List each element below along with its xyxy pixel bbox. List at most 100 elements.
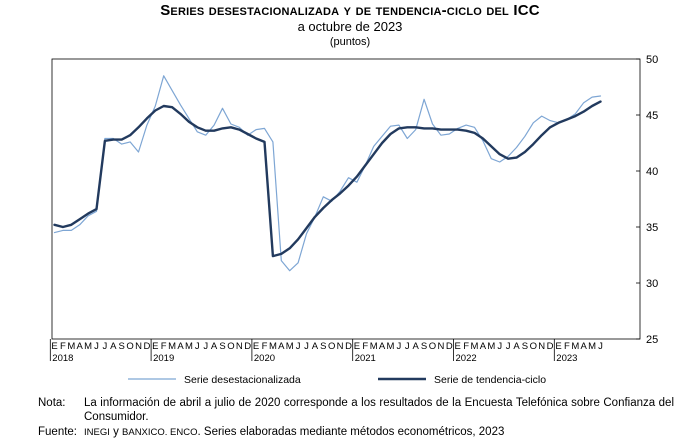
x-month-label: O [530, 341, 537, 352]
x-month-label: A [413, 341, 420, 352]
x-month-label: M [286, 341, 294, 352]
trend-series-line [53, 100, 602, 258]
x-month-label: M [67, 341, 75, 352]
y-tick-label: 40 [646, 166, 658, 178]
x-month-label: O [429, 341, 436, 352]
x-month-label: M [269, 341, 277, 352]
x-month-label: A [278, 341, 285, 352]
x-month-label: D [244, 341, 251, 352]
y-tick-label: 35 [646, 222, 658, 234]
x-month-label: M [571, 341, 579, 352]
chart-subtitle: a octubre de 2023 [297, 19, 403, 34]
x-month-label: A [480, 341, 487, 352]
x-month-label: F [262, 341, 268, 352]
x-month-label: J [296, 341, 301, 352]
x-month-label: S [421, 341, 427, 352]
y-tick-label: 45 [646, 110, 658, 122]
x-month-label: J [506, 341, 511, 352]
x-month-label: D [345, 341, 352, 352]
x-year-label: 2020 [254, 353, 275, 364]
note-text: La información de abril a julio de 2020 … [84, 397, 674, 423]
x-month-label: M [370, 341, 378, 352]
x-month-label: N [437, 341, 444, 352]
x-month-label: M [185, 341, 193, 352]
source-rest: . Series elaboradas mediante métodos eco… [197, 426, 505, 438]
x-year-label: 2019 [153, 353, 174, 364]
x-month-label: A [581, 341, 588, 352]
source-org-banxico: BANXICO. ENCO [122, 427, 198, 438]
x-month-label: E [455, 341, 461, 352]
y-tick-label: 25 [646, 334, 658, 346]
x-month-label: E [152, 341, 158, 352]
x-month-label: A [211, 341, 218, 352]
x-month-label: M [84, 341, 92, 352]
source-row: Fuente: INEGI y BANXICO. ENCO. Series el… [38, 425, 674, 440]
note-label: Nota: [38, 397, 66, 409]
x-month-label: E [253, 341, 259, 352]
x-month-label: A [110, 341, 117, 352]
x-month-label: F [463, 341, 469, 352]
plot-frame [51, 58, 641, 340]
x-month-label: E [51, 341, 57, 352]
x-year-label: 2021 [355, 353, 376, 364]
x-month-label: F [564, 341, 570, 352]
x-month-label: M [487, 341, 495, 352]
x-month-label: J [405, 341, 410, 352]
x-month-label: O [227, 341, 234, 352]
x-month-label: N [236, 341, 243, 352]
x-month-label: A [77, 341, 84, 352]
x-year-label: 2018 [52, 353, 73, 364]
y-axis: 25 30 35 40 45 50 [636, 54, 658, 346]
x-month-label: D [143, 341, 150, 352]
x-month-label: S [219, 341, 225, 352]
x-month-label: M [168, 341, 176, 352]
x-month-label: F [60, 341, 66, 352]
source-label: Fuente: [38, 426, 77, 438]
x-month-label: E [555, 341, 561, 352]
x-month-label: M [588, 341, 596, 352]
y-tick-label: 50 [646, 54, 658, 66]
x-month-label: N [538, 341, 545, 352]
x-month-label: J [397, 341, 402, 352]
x-month-label: S [119, 341, 125, 352]
x-month-label: O [328, 341, 335, 352]
x-month-label: S [320, 341, 326, 352]
seasonal-series-line [53, 75, 602, 272]
x-month-label: N [337, 341, 344, 352]
x-month-label: D [547, 341, 554, 352]
y-tick-label: 30 [646, 278, 658, 290]
footnotes: Nota: La información de abril a julio de… [38, 396, 674, 440]
x-month-label: J [598, 341, 603, 352]
x-year-label: 2022 [456, 353, 477, 364]
source-org-inegi: INEGI [84, 427, 110, 438]
chart-units: (puntos) [329, 36, 371, 48]
legend: Serie desestacionalizada Serie de tendenc… [128, 374, 546, 386]
x-year-label: 2023 [556, 353, 577, 364]
chart-title: Series desestacionalizada y de tendencia… [160, 2, 540, 19]
x-month-label: N [135, 341, 142, 352]
x-month-label: A [312, 341, 319, 352]
x-month-label: J [304, 341, 309, 352]
legend-label: Serie de tendencia-ciclo [434, 374, 546, 386]
x-month-label: O [126, 341, 133, 352]
series-lines [53, 75, 602, 272]
note-row: Nota: La información de abril a julio de… [38, 396, 674, 424]
x-month-label: J [497, 341, 502, 352]
x-month-label: A [379, 341, 386, 352]
legend-label: Serie desestacionalizada [184, 374, 301, 386]
source-conj: y [109, 426, 123, 438]
x-month-label: A [513, 341, 520, 352]
x-month-label: D [446, 341, 453, 352]
x-month-label: J [203, 341, 208, 352]
x-month-label: A [177, 341, 184, 352]
x-month-label: J [195, 341, 200, 352]
x-month-label: F [362, 341, 368, 352]
x-month-label: S [522, 341, 528, 352]
x-month-label: E [354, 341, 360, 352]
x-month-label: M [471, 341, 479, 352]
x-month-label: J [103, 341, 108, 352]
x-month-label: M [387, 341, 395, 352]
x-month-label: F [161, 341, 167, 352]
